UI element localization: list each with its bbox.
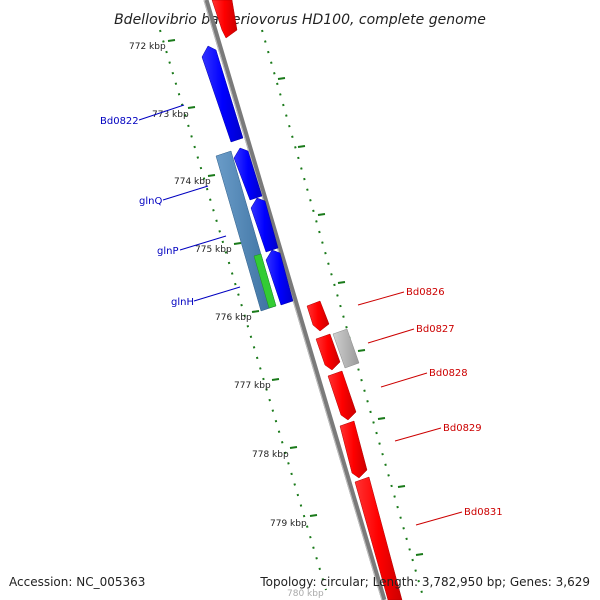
gene-arrow-partial[interactable] xyxy=(211,0,238,39)
gene-arrow-Bd0829[interactable] xyxy=(339,420,368,479)
gene-arrow-Bd0826[interactable] xyxy=(306,300,330,332)
reverse-gene-labels: Bd0826 Bd0827 Bd0828 Bd0829 Bd0831 xyxy=(357,287,503,526)
scale-label: 779 kbp xyxy=(270,519,307,529)
gene-label-Bd0831[interactable]: Bd0831 xyxy=(464,507,503,518)
scale-label-partial: 780 kbp xyxy=(287,589,324,599)
gene-arrow-glnP[interactable] xyxy=(250,197,279,253)
gene-arrow-Bd0828[interactable] xyxy=(327,370,357,421)
scale-label: 774 kbp xyxy=(174,177,211,187)
scale-labels: 772 kbp 773 kbp 774 kbp 775 kbp 776 kbp … xyxy=(129,42,324,599)
gene-label-glnP[interactable]: glnP xyxy=(157,246,179,257)
green-feature[interactable] xyxy=(253,253,277,309)
map-title: Bdellovibrio bacteriovorus HD100, comple… xyxy=(114,12,486,28)
gene-label-glnQ[interactable]: glnQ xyxy=(139,196,162,207)
forward-gene-labels: Bd0822 glnQ glnP glnH xyxy=(100,104,241,308)
genome-backbone xyxy=(203,0,387,600)
gene-arrow-Bd0822[interactable] xyxy=(201,45,244,143)
scale-label: 773 kbp xyxy=(152,110,189,120)
accession-text: Accession: NC_005363 xyxy=(9,575,145,589)
scale-label: 777 kbp xyxy=(234,381,271,391)
gene-arrow-glnQ[interactable] xyxy=(233,147,263,201)
gene-label-Bd0826[interactable]: Bd0826 xyxy=(406,287,445,298)
scale-label: 772 kbp xyxy=(129,42,166,52)
gene-arrow-Bd0827[interactable] xyxy=(315,333,341,371)
genome-summary-text: Topology: circular; Length: 3,782,950 bp… xyxy=(259,575,590,589)
gene-label-glnH[interactable]: glnH xyxy=(171,297,194,308)
scale-label: 776 kbp xyxy=(215,313,252,323)
gene-arrow-Bd0831[interactable] xyxy=(354,476,403,600)
gene-label-Bd0827[interactable]: Bd0827 xyxy=(416,324,455,335)
grey-feature[interactable] xyxy=(332,328,360,369)
scale-label: 778 kbp xyxy=(252,450,289,460)
gene-arrow-glnH[interactable] xyxy=(265,249,294,306)
tick-guide-lines xyxy=(159,29,425,600)
forward-strand-genes xyxy=(201,45,294,312)
gene-label-Bd0828[interactable]: Bd0828 xyxy=(429,368,468,379)
reverse-strand-genes xyxy=(306,300,403,600)
gene-label-Bd0829[interactable]: Bd0829 xyxy=(443,423,482,434)
scale-marks xyxy=(167,39,424,556)
gene-label-Bd0822[interactable]: Bd0822 xyxy=(100,116,139,127)
scale-label: 775 kbp xyxy=(195,245,232,255)
